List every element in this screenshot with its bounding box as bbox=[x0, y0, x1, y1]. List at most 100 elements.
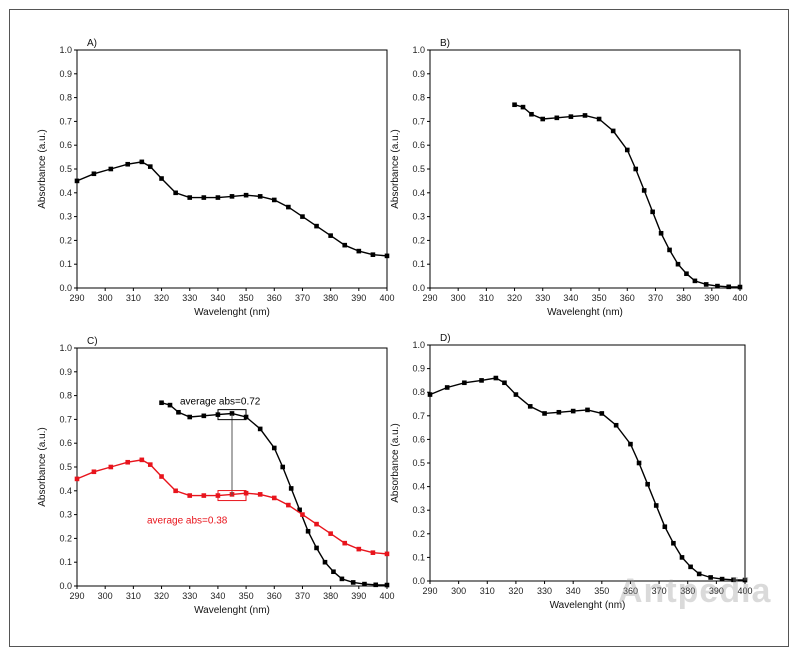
data-point bbox=[297, 507, 302, 513]
y-tick-label: 0.0 bbox=[412, 283, 425, 293]
x-tick-label: 310 bbox=[126, 293, 141, 303]
data-point bbox=[624, 147, 630, 153]
y-tick-label: 0.8 bbox=[412, 93, 425, 103]
x-tick-label: 350 bbox=[239, 591, 254, 601]
data-point bbox=[479, 378, 484, 383]
data-point bbox=[667, 247, 672, 253]
data-point bbox=[742, 577, 748, 583]
data-point bbox=[542, 411, 547, 416]
x-tick-label: 340 bbox=[210, 293, 225, 303]
data-point bbox=[108, 166, 114, 172]
data-point bbox=[675, 261, 681, 267]
data-point bbox=[288, 486, 294, 491]
data-point bbox=[91, 171, 97, 177]
data-point bbox=[427, 392, 433, 397]
y-axis-label: Absorbance (a.u.) bbox=[37, 129, 48, 209]
data-point bbox=[108, 464, 114, 470]
x-tick-label: 380 bbox=[323, 293, 338, 303]
panel-label: A) bbox=[87, 38, 97, 49]
data-point bbox=[527, 404, 533, 409]
data-point bbox=[286, 204, 291, 210]
panel-1: 290 300 310 320 330 340 350 360 370 380 390 400 0.0 0… bbox=[37, 38, 395, 318]
y-tick-label: 0.4 bbox=[412, 482, 425, 492]
data-point bbox=[257, 492, 263, 497]
x-tick-label: 350 bbox=[592, 293, 607, 303]
data-point bbox=[125, 459, 131, 465]
data-point bbox=[159, 474, 164, 479]
data-point bbox=[147, 462, 153, 467]
data-point bbox=[650, 209, 655, 215]
data-point bbox=[314, 545, 319, 551]
y-tick-label: 0.6 bbox=[59, 438, 72, 448]
data-point bbox=[271, 445, 277, 451]
y-tick-label: 0.7 bbox=[59, 116, 72, 126]
y-tick-label: 0.9 bbox=[59, 367, 72, 377]
x-tick-label: 370 bbox=[652, 586, 667, 596]
x-tick-label: 300 bbox=[98, 591, 113, 601]
data-point bbox=[373, 582, 379, 588]
data-point bbox=[139, 457, 145, 463]
x-tick-label: 310 bbox=[126, 591, 141, 601]
y-tick-label: 0.7 bbox=[412, 411, 425, 421]
data-point bbox=[570, 408, 576, 414]
data-point bbox=[201, 413, 207, 419]
data-point bbox=[187, 493, 193, 498]
y-tick-label: 0.9 bbox=[412, 69, 425, 79]
data-point bbox=[328, 531, 333, 536]
x-tick-label: 320 bbox=[154, 293, 169, 303]
data-point bbox=[540, 116, 546, 122]
y-tick-label: 0.4 bbox=[59, 486, 72, 496]
data-point bbox=[305, 528, 311, 534]
data-point bbox=[384, 551, 390, 557]
x-tick-label: 360 bbox=[267, 293, 282, 303]
x-tick-label: 330 bbox=[535, 293, 550, 303]
data-point bbox=[229, 411, 235, 416]
data-point bbox=[322, 559, 328, 565]
figure-frame bbox=[9, 9, 789, 647]
plot-area bbox=[76, 49, 388, 289]
data-point bbox=[708, 575, 713, 580]
x-tick-label: 360 bbox=[620, 293, 635, 303]
y-tick-label: 0.0 bbox=[412, 576, 425, 586]
x-tick-label: 340 bbox=[563, 293, 578, 303]
x-tick-label: 360 bbox=[623, 586, 638, 596]
data-point bbox=[384, 253, 390, 259]
y-tick-label: 0.1 bbox=[59, 259, 72, 269]
y-tick-label: 1.0 bbox=[412, 45, 425, 55]
x-tick-label: 330 bbox=[182, 293, 197, 303]
data-point bbox=[362, 581, 367, 587]
watermark: Antpedia bbox=[618, 572, 772, 610]
data-point bbox=[610, 128, 616, 134]
y-tick-label: 0.4 bbox=[412, 188, 425, 198]
data-point bbox=[556, 409, 562, 415]
y-tick-label: 0.5 bbox=[412, 164, 425, 174]
x-tick-label: 380 bbox=[676, 293, 691, 303]
y-tick-label: 0.2 bbox=[412, 235, 425, 245]
x-tick-label: 320 bbox=[508, 586, 523, 596]
data-point bbox=[653, 503, 659, 508]
series-line bbox=[514, 104, 741, 288]
data-point bbox=[300, 214, 305, 219]
data-point bbox=[513, 392, 519, 397]
y-tick-label: 0.1 bbox=[412, 552, 425, 562]
y-axis-label: Absorbance (a.u.) bbox=[390, 423, 401, 503]
panel-label: D) bbox=[440, 333, 451, 344]
data-point bbox=[599, 411, 605, 416]
data-point bbox=[342, 540, 348, 546]
data-point bbox=[167, 402, 173, 408]
data-point bbox=[74, 476, 80, 482]
data-point bbox=[703, 282, 709, 287]
data-point bbox=[636, 460, 642, 466]
data-point bbox=[645, 481, 650, 487]
x-tick-label: 330 bbox=[182, 591, 197, 601]
x-tick-label: 330 bbox=[537, 586, 552, 596]
y-tick-label: 0.0 bbox=[59, 581, 72, 591]
data-point bbox=[529, 111, 534, 117]
x-tick-label: 400 bbox=[379, 293, 394, 303]
data-point bbox=[596, 116, 602, 122]
y-tick-label: 0.2 bbox=[59, 235, 72, 245]
data-point bbox=[726, 284, 732, 290]
x-tick-label: 340 bbox=[210, 591, 225, 601]
annotation-box bbox=[217, 490, 247, 502]
